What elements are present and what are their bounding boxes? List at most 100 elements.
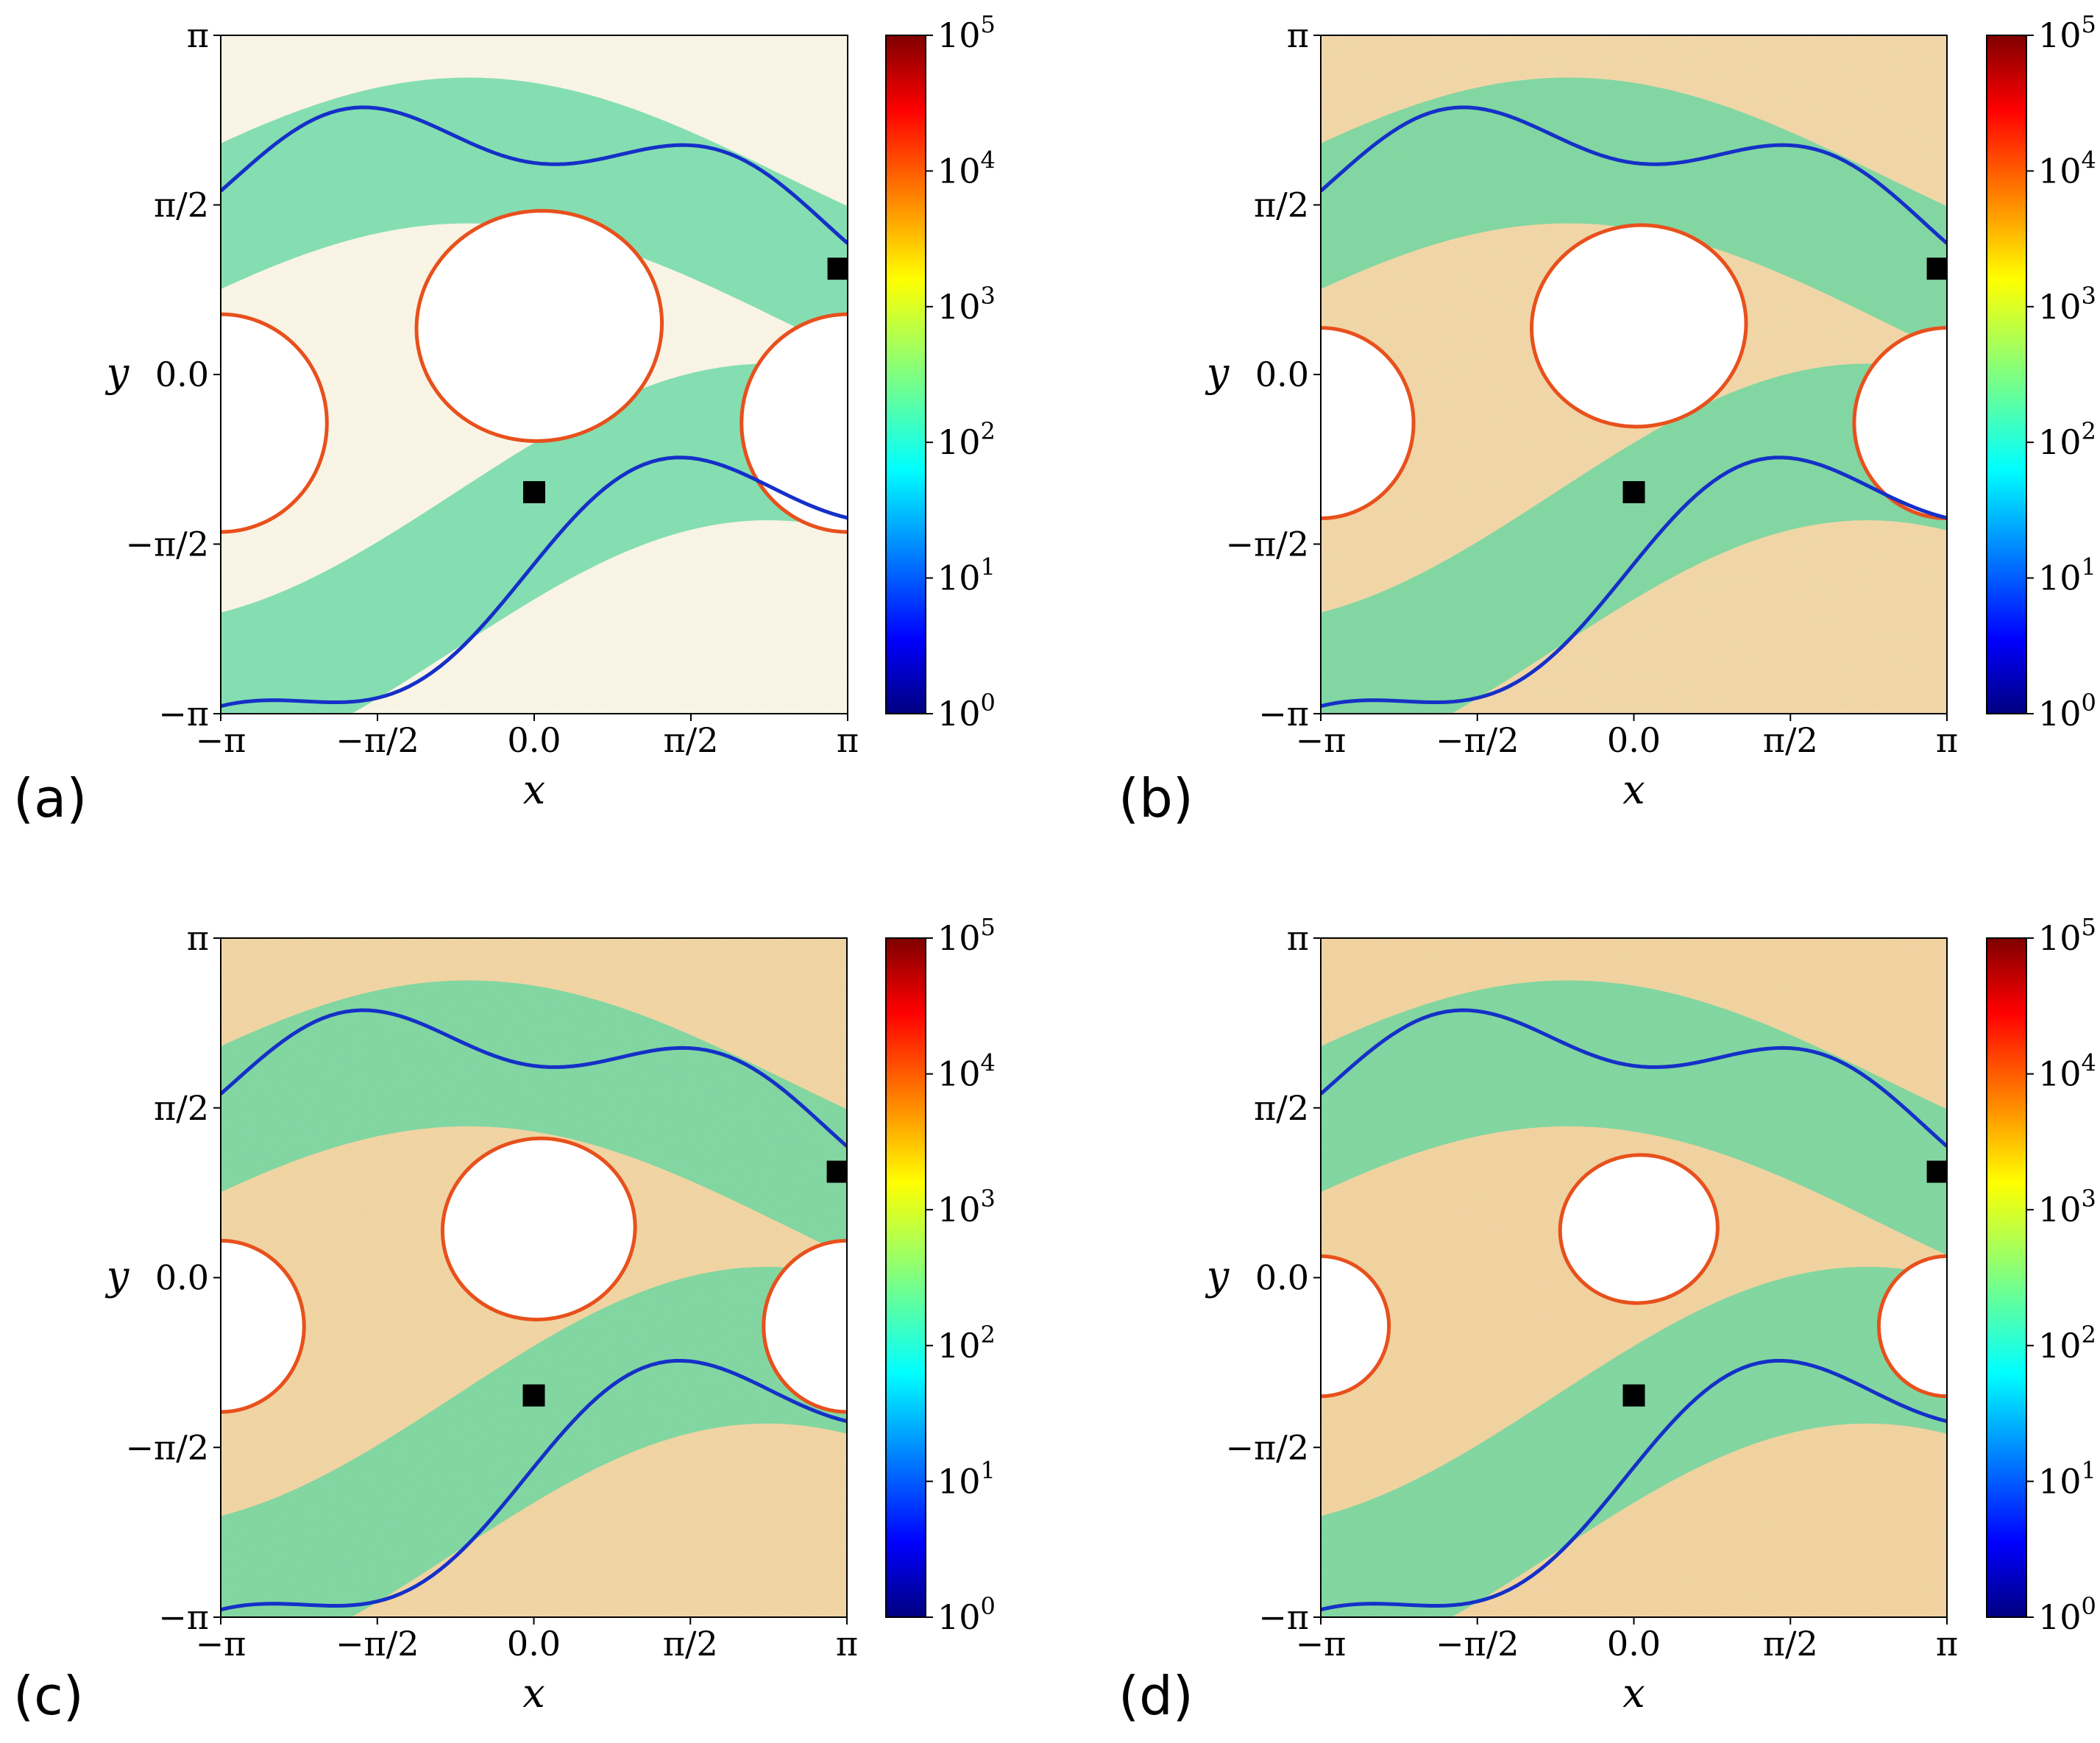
colorbar-tick-exponent: 2 — [2082, 417, 2096, 445]
colorbar-tick-exponent: 0 — [981, 689, 996, 717]
colorbar-tick-exponent: 3 — [2082, 1185, 2096, 1213]
colorbar-tick-label: 100 — [2038, 1592, 2096, 1637]
panel-a: −π −π/2 0.0 π/2 π−π−π/20.0π/2πxy(a)100101102… — [13, 10, 996, 829]
island-central — [414, 208, 664, 443]
colorbar-tick-exponent: 1 — [981, 1456, 996, 1484]
y-tick-label: −π — [158, 1597, 209, 1637]
manifold-lower — [221, 1358, 847, 1612]
y-axis-label: y — [105, 1253, 130, 1299]
colorbar-tick-exponent: 2 — [981, 417, 996, 445]
x-tick-label: 0.0 — [1607, 1624, 1661, 1664]
y-tick-label: −π — [1258, 1597, 1309, 1637]
panel-label: (d) — [1118, 1665, 1193, 1727]
island-central — [1530, 223, 1748, 429]
manifold-upper — [1321, 1008, 1947, 1148]
colorbar-tick-label: 101 — [937, 553, 996, 598]
plot-area — [1321, 35, 1947, 714]
x-tick-label: π — [1936, 1624, 1958, 1664]
y-tick-label: π — [187, 15, 209, 55]
x-tick-label: −π — [1296, 1624, 1347, 1664]
marker-square — [1622, 1384, 1645, 1407]
y-tick-label: −π/2 — [125, 525, 209, 564]
colorbar-tick-label: 105 — [937, 10, 996, 55]
colorbar-tick-exponent: 1 — [981, 553, 996, 581]
x-tick-label: π/2 — [1763, 1624, 1818, 1664]
x-tick-label: π — [1936, 720, 1958, 760]
x-axis-label: x — [522, 1670, 544, 1717]
colorbar-tick-label: 105 — [2038, 10, 2096, 55]
y-tick-label: 0.0 — [1255, 355, 1309, 394]
colorbar-tick-label: 101 — [2038, 553, 2096, 598]
x-tick-label: −π/2 — [1436, 720, 1519, 760]
manifold-lower — [1321, 1358, 1947, 1612]
marker-square — [522, 1384, 545, 1407]
colorbar-tick-exponent: 5 — [981, 913, 996, 941]
colorbar-tick-label: 101 — [2038, 1456, 2096, 1501]
colorbar-tick-label: 100 — [937, 689, 996, 734]
y-tick-label: π — [1287, 15, 1309, 55]
colorbar-tick-exponent: 0 — [981, 1592, 996, 1620]
y-tick-label: 0.0 — [1255, 1258, 1309, 1298]
colorbar-tick-exponent: 1 — [2082, 1456, 2096, 1484]
colorbar-tick-exponent: 4 — [2082, 146, 2096, 174]
colorbar-tick-exponent: 4 — [981, 146, 996, 174]
x-axis-label: x — [1622, 767, 1645, 813]
y-tick-label: −π/2 — [125, 1427, 209, 1467]
x-tick-label: −π/2 — [336, 720, 419, 760]
x-tick-label: π/2 — [1763, 720, 1818, 760]
island-central — [440, 1136, 637, 1321]
plot-area — [1321, 938, 1947, 1617]
colorbar-tick-exponent: 3 — [981, 282, 996, 310]
colorbar — [885, 937, 926, 1618]
colorbar-tick-label: 102 — [2038, 1321, 2096, 1366]
y-axis-label: y — [1205, 1253, 1230, 1299]
marker-square — [1926, 1160, 1947, 1183]
y-tick-label: π/2 — [1254, 185, 1309, 225]
colorbar-tick-label: 100 — [2038, 689, 2096, 734]
colorbar-tick-label: 103 — [937, 1185, 996, 1229]
colorbar-tick-label: 104 — [937, 146, 996, 191]
panel-label: (c) — [13, 1665, 84, 1727]
colorbar-tick-label: 102 — [2038, 417, 2096, 462]
colorbar-tick-exponent: 3 — [2082, 282, 2096, 310]
y-tick-label: π/2 — [154, 1088, 209, 1128]
colorbar-tick-label: 104 — [2038, 1049, 2096, 1094]
manifold-upper — [221, 105, 848, 245]
colorbar-tick-exponent: 5 — [2082, 10, 2096, 38]
colorbar-tick-label: 100 — [937, 1592, 996, 1637]
y-axis-label: y — [1205, 349, 1230, 396]
panel-d: −π −π/2 0.0 π/2 π−π−π/20.0π/2πxy(d)100101102… — [1118, 913, 2096, 1727]
x-tick-label: −π — [1296, 720, 1347, 760]
y-tick-label: −π/2 — [1225, 525, 1309, 564]
y-tick-label: π — [187, 918, 209, 958]
manifold-lower — [1321, 455, 1947, 709]
colorbar-tick-exponent: 0 — [2082, 1592, 2096, 1620]
x-tick-label: −π/2 — [336, 1624, 419, 1664]
colorbar-tick-label: 103 — [937, 282, 996, 327]
colorbar-tick-exponent: 3 — [981, 1185, 996, 1213]
marker-square — [1926, 258, 1947, 280]
x-tick-label: π/2 — [663, 1624, 718, 1664]
x-tick-label: π — [837, 720, 859, 760]
island-left — [1321, 1254, 1391, 1399]
colorbar-tick-exponent: 4 — [981, 1049, 996, 1077]
panel-label: (b) — [1118, 767, 1193, 829]
colorbar — [1986, 937, 2027, 1618]
x-tick-label: 0.0 — [507, 1624, 561, 1664]
y-tick-label: −π/2 — [1225, 1427, 1309, 1467]
marker-square — [523, 480, 545, 503]
panel-label: (a) — [13, 767, 87, 829]
x-tick-label: 0.0 — [507, 720, 561, 760]
island-right — [762, 1238, 847, 1414]
x-tick-label: −π — [196, 720, 246, 760]
colorbar-tick-label: 103 — [2038, 282, 2096, 327]
colorbar-tick-exponent: 0 — [2082, 689, 2096, 717]
y-tick-label: π — [1287, 918, 1309, 958]
x-tick-label: π/2 — [664, 720, 719, 760]
plot-area — [221, 35, 848, 714]
x-tick-label: 0.0 — [1607, 720, 1661, 760]
manifold-upper — [1321, 105, 1947, 245]
x-axis-label: x — [523, 767, 545, 813]
y-tick-label: 0.0 — [155, 1258, 209, 1298]
